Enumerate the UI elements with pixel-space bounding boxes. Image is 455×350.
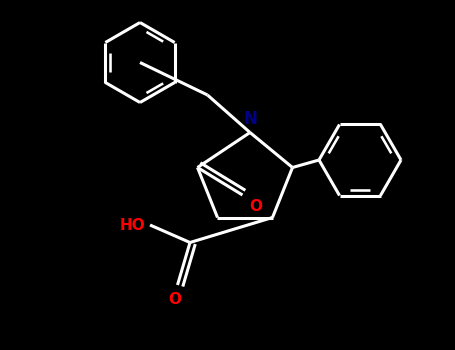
Text: HO: HO xyxy=(119,217,145,232)
Text: O: O xyxy=(249,199,262,214)
Text: N: N xyxy=(243,111,257,128)
Text: O: O xyxy=(168,292,182,307)
